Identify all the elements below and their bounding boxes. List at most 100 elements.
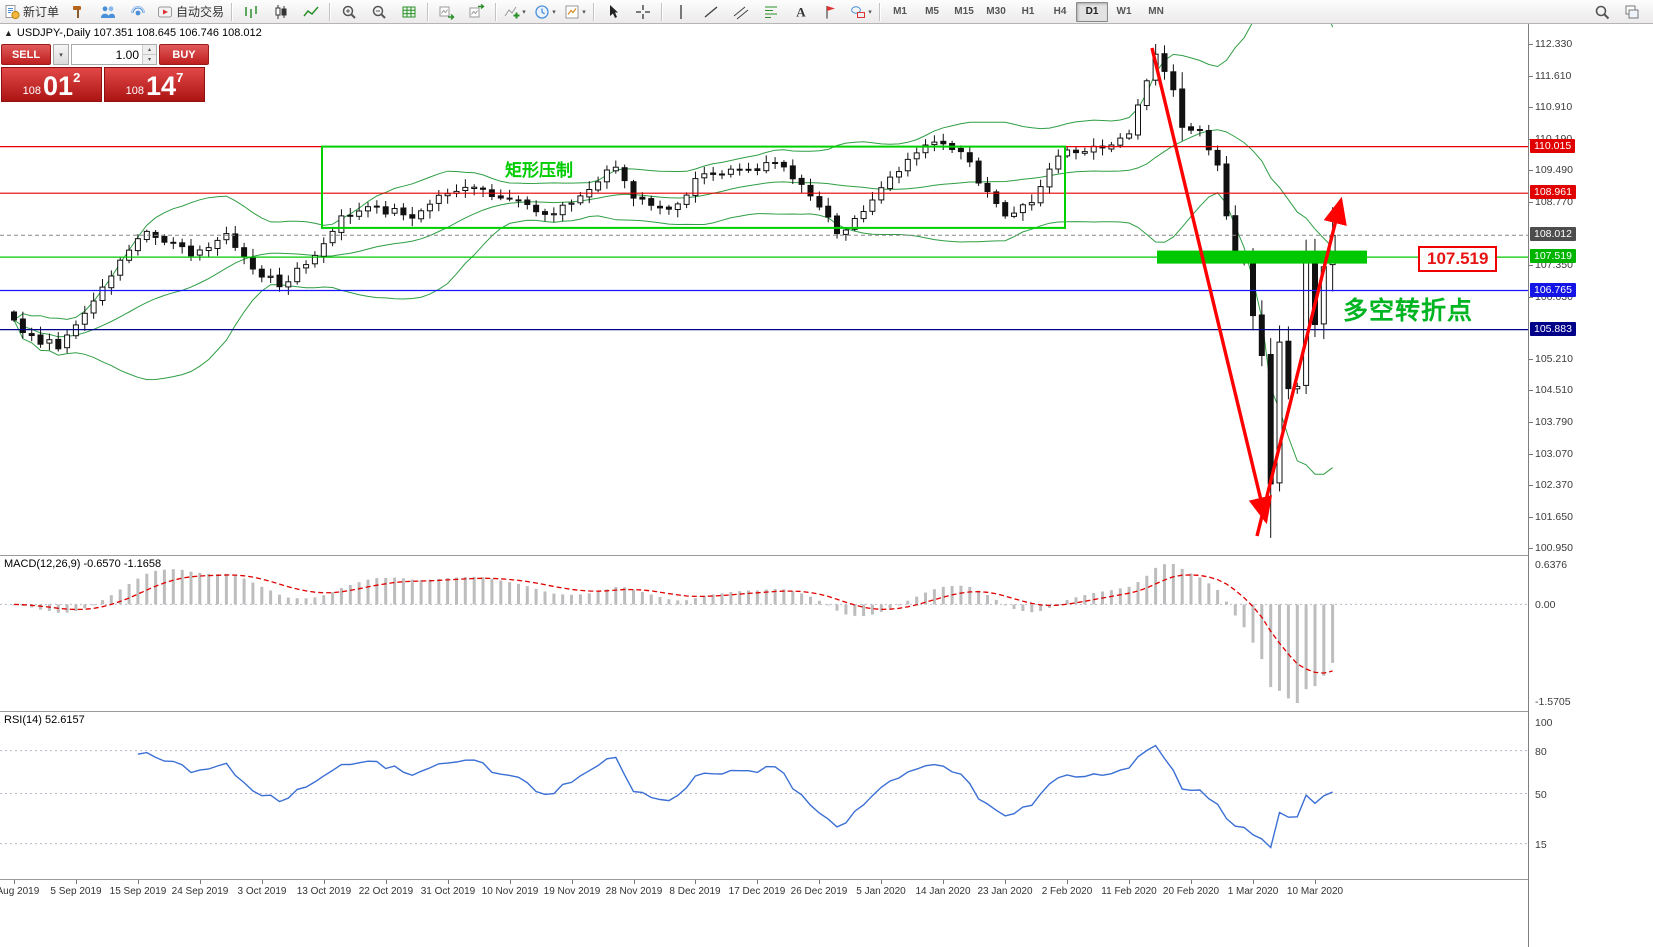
timeframe-h4-button[interactable]: H4: [1053, 6, 1067, 17]
price-axis[interactable]: 112.330111.610110.910110.190109.490108.7…: [1528, 24, 1653, 947]
date-tick-mark: [386, 880, 387, 884]
timeframe-h1-button[interactable]: H1: [1021, 6, 1035, 17]
toolbar-shapes-button[interactable]: ▾: [847, 1, 875, 23]
panel-separator[interactable]: [0, 711, 1653, 712]
date-tick-mark: [943, 880, 944, 884]
toolbar-auto-scroll-button[interactable]: [433, 1, 461, 23]
date-label: 3 Oct 2019: [237, 886, 287, 897]
toolbar-fibonacci-button[interactable]: [757, 1, 785, 23]
toolbar-market-button[interactable]: [124, 1, 152, 23]
timeframe-d1-button[interactable]: D1: [1076, 1, 1109, 22]
shapes-icon: [850, 4, 866, 20]
toolbar-bar-chart-button[interactable]: [237, 1, 265, 23]
toolbar-text-button[interactable]: A: [787, 1, 815, 23]
toolbar-tile-windows-button[interactable]: [395, 1, 423, 23]
one-click-toggle-icon[interactable]: ▲: [4, 28, 13, 38]
sell-button[interactable]: SELL: [1, 44, 51, 65]
price-badge-108.012: 108.012: [1530, 227, 1576, 242]
auto-trading-label: 自动交易: [176, 5, 225, 19]
periods-icon: [534, 4, 550, 20]
macd-max-tick: 0.6376: [1535, 559, 1568, 571]
panel-separator[interactable]: [0, 879, 1653, 880]
rsi-panel-canvas[interactable]: [0, 712, 1528, 879]
toolbar-candlestick-chart-button[interactable]: [267, 1, 295, 23]
date-tick-mark: [819, 880, 820, 884]
date-tick-mark: [1253, 880, 1254, 884]
price-tick: 101.650: [1535, 511, 1573, 524]
panel-separator[interactable]: [0, 555, 1653, 556]
toolbar-windows-button[interactable]: [1618, 1, 1646, 23]
price-tick-mark: [1529, 517, 1533, 518]
community-icon: [100, 4, 116, 20]
toolbar-trendline-button[interactable]: [697, 1, 725, 23]
toolbar-zoom-in-button[interactable]: [335, 1, 363, 23]
timeframe-m1-button[interactable]: M1: [893, 6, 907, 17]
price-tick: 104.510: [1535, 384, 1573, 397]
trade-controls-row: SELL ▾ ▴ ▾ BUY: [1, 44, 209, 65]
chevron-down-icon: ▾: [522, 8, 526, 16]
volume-input[interactable]: [72, 45, 142, 64]
rsi-tick-100: 100: [1535, 717, 1553, 729]
volume-dropdown-button[interactable]: ▾: [53, 44, 69, 65]
timeframe-m5-button[interactable]: M5: [925, 6, 939, 17]
price-tick: 105.210: [1535, 353, 1573, 366]
toolbar-search-button[interactable]: [1588, 1, 1616, 23]
date-tick-mark: [324, 880, 325, 884]
volume-up-button[interactable]: ▴: [143, 45, 156, 55]
macd-panel-canvas[interactable]: [0, 556, 1528, 711]
toolbar-new-order-button[interactable]: 新订单: [1, 1, 62, 23]
price-tick: 110.910: [1535, 100, 1573, 113]
equidistant-channel-icon: [733, 4, 749, 20]
ask-point: 7: [176, 70, 184, 85]
date-label: 24 Sep 2019: [171, 886, 229, 897]
date-label: 26 Dec 2019: [790, 886, 848, 897]
toolbar-auto-trading-button[interactable]: 自动交易: [154, 1, 227, 23]
timeframe-m30-button[interactable]: M30: [986, 6, 1006, 17]
toolbar-cursor-button[interactable]: [599, 1, 627, 23]
buy-button[interactable]: BUY: [159, 44, 209, 65]
price-chart-canvas[interactable]: [0, 24, 1528, 555]
toolbar-arrow-label-button[interactable]: [817, 1, 845, 23]
date-label: 11 Feb 2020: [1101, 886, 1157, 897]
bollinger-upper-band: [13, 24, 1334, 321]
toolbar-equidistant-channel-button[interactable]: [727, 1, 755, 23]
support-zone-band[interactable]: [1157, 250, 1367, 264]
rectangle-annotation-label: 矩形压制: [505, 161, 573, 180]
time-axis[interactable]: 7 Aug 2019 5 Sep 2019 15 Sep 2019 24 Sep 20…: [0, 880, 1528, 947]
timeframe-m15-button[interactable]: M15: [954, 6, 974, 17]
macd-min-tick: -1.5705: [1535, 696, 1571, 708]
timeframe-w1-button[interactable]: W1: [1116, 6, 1132, 17]
toolbar-separator: [231, 2, 234, 21]
date-label: 10 Mar 2020: [1286, 886, 1344, 897]
price-badge-110.015: 110.015: [1530, 138, 1576, 153]
timeframe-mn-button[interactable]: MN: [1148, 6, 1164, 17]
trend-arrow-2[interactable]: [1255, 196, 1347, 537]
toolbar-indicators-button[interactable]: ▾: [501, 1, 529, 23]
toolbar-vertical-line-button[interactable]: [667, 1, 695, 23]
toolbar-chart-shift-button[interactable]: [463, 1, 491, 23]
toolbar-periods-button[interactable]: ▾: [531, 1, 559, 23]
date-tick-mark: [200, 880, 201, 884]
toolbar-crosshair-button[interactable]: [629, 1, 657, 23]
market-icon: [130, 4, 146, 20]
macd-histogram: [12, 564, 1335, 703]
date-label: 22 Oct 2019: [358, 886, 414, 897]
price-tick-mark: [1529, 44, 1533, 45]
toolbar-templates-button[interactable]: ▾: [561, 1, 589, 23]
toolbar-depth-of-market-button[interactable]: [64, 1, 92, 23]
volume-down-button[interactable]: ▾: [143, 55, 156, 64]
resistance-rectangle[interactable]: [321, 145, 1066, 229]
toolbar-zoom-out-button[interactable]: [365, 1, 393, 23]
price-tick: 109.490: [1535, 163, 1573, 176]
bid-price-button[interactable]: 108 01 2: [1, 67, 102, 102]
price-tick: 103.790: [1535, 416, 1573, 429]
depth-of-market-icon: [70, 4, 86, 20]
macd-signal-line: [13, 574, 1333, 674]
toolbar-line-chart-button[interactable]: [297, 1, 325, 23]
toolbar-community-button[interactable]: [94, 1, 122, 23]
line-chart-icon: [303, 4, 319, 20]
trend-arrow-1[interactable]: [1150, 47, 1272, 525]
ask-price-button[interactable]: 108 14 7: [104, 67, 205, 102]
price-tick-mark: [1529, 359, 1533, 360]
svg-text:A: A: [796, 4, 806, 19]
